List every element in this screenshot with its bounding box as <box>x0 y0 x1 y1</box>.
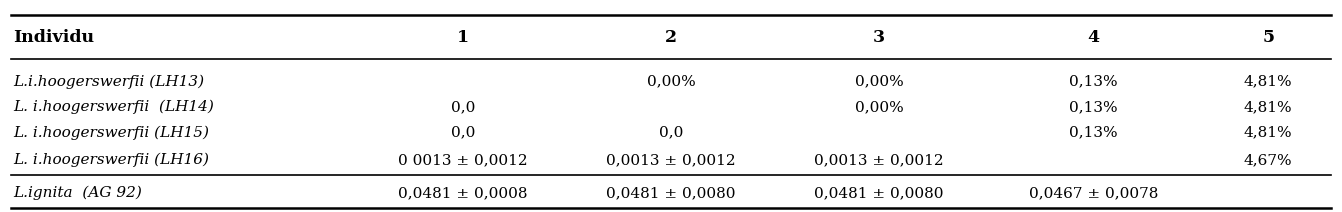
Text: L.i.hoogerswerfii (LH13): L.i.hoogerswerfii (LH13) <box>13 74 204 89</box>
Text: 0,0: 0,0 <box>451 126 475 139</box>
Text: L. i.hoogerswerfii (LH15): L. i.hoogerswerfii (LH15) <box>13 125 209 140</box>
Text: 5: 5 <box>1261 29 1275 46</box>
Text: 0 0013 ± 0,0012: 0 0013 ± 0,0012 <box>399 153 527 167</box>
Text: 2: 2 <box>666 29 676 46</box>
Text: 0,0: 0,0 <box>659 126 683 139</box>
Text: 0,0481 ± 0,0080: 0,0481 ± 0,0080 <box>607 186 735 200</box>
Text: 0,0: 0,0 <box>451 100 475 114</box>
Text: Individu: Individu <box>13 29 94 46</box>
Text: 0,0481 ± 0,0008: 0,0481 ± 0,0008 <box>399 186 527 200</box>
Text: L. i.hoogerswerfii (LH16): L. i.hoogerswerfii (LH16) <box>13 153 209 167</box>
Text: L. i.hoogerswerfii  (LH14): L. i.hoogerswerfii (LH14) <box>13 100 215 114</box>
Text: 3: 3 <box>872 29 886 46</box>
Text: 0,13%: 0,13% <box>1070 75 1118 89</box>
Text: 1: 1 <box>456 29 470 46</box>
Text: 0,00%: 0,00% <box>855 75 903 89</box>
Text: 0,0013 ± 0,0012: 0,0013 ± 0,0012 <box>815 153 943 167</box>
Text: L.ignita  (AG 92): L.ignita (AG 92) <box>13 186 142 200</box>
Text: 0,00%: 0,00% <box>647 75 695 89</box>
Text: 4,81%: 4,81% <box>1244 100 1292 114</box>
Text: 4: 4 <box>1087 29 1100 46</box>
Text: 4,67%: 4,67% <box>1244 153 1292 167</box>
Text: 0,0481 ± 0,0080: 0,0481 ± 0,0080 <box>815 186 943 200</box>
Text: 4,81%: 4,81% <box>1244 75 1292 89</box>
Text: 0,13%: 0,13% <box>1070 100 1118 114</box>
Text: 0,0013 ± 0,0012: 0,0013 ± 0,0012 <box>607 153 735 167</box>
Text: 0,0467 ± 0,0078: 0,0467 ± 0,0078 <box>1029 186 1158 200</box>
Text: 0,00%: 0,00% <box>855 100 903 114</box>
Text: 0,13%: 0,13% <box>1070 126 1118 139</box>
Text: 4,81%: 4,81% <box>1244 126 1292 139</box>
